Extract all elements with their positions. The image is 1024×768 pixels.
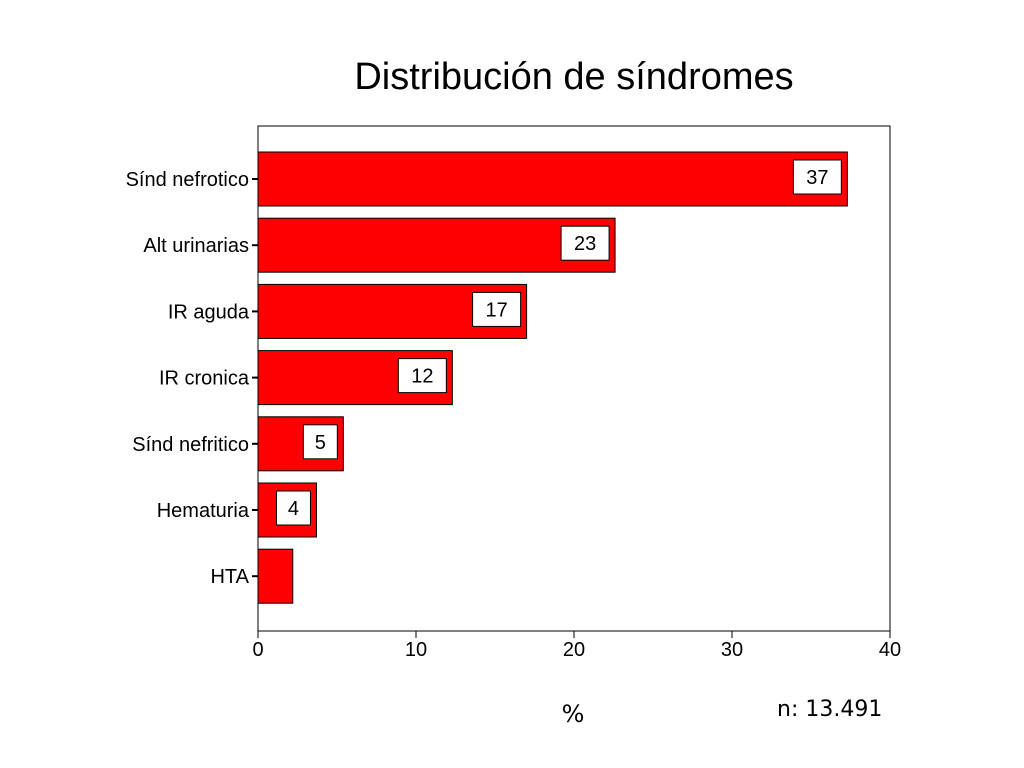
bar: [257, 151, 848, 207]
chart-title: Distribución de síndromes: [354, 56, 794, 98]
data-label: 37: [806, 167, 828, 189]
data-label: 23: [574, 233, 596, 255]
data-label-box: [472, 291, 522, 327]
category-label: Sínd nefritico: [132, 434, 249, 456]
data-label: 12: [411, 366, 433, 388]
data-label-box: [560, 225, 610, 261]
x-tick-label: 10: [405, 639, 427, 661]
bar: [257, 548, 294, 604]
bar: [257, 217, 616, 273]
sample-size-annotation: n: 13.491: [777, 697, 883, 722]
data-label-box: [275, 490, 311, 526]
data-label: 17: [485, 299, 507, 321]
bars-layer: 37 23 17 12 5 4: [257, 151, 848, 604]
x-axis: 0 10 20 30 40: [252, 631, 901, 661]
category-label: HTA: [210, 566, 249, 588]
data-label: 5: [315, 432, 326, 454]
category-label: Sínd nefrotico: [126, 169, 249, 191]
category-label: Hematuria: [157, 500, 250, 522]
x-tick-label: 20: [563, 639, 585, 661]
category-label: IR aguda: [168, 301, 250, 323]
data-label-box: [302, 424, 338, 460]
category-label: IR cronica: [159, 368, 250, 390]
x-tick-label: 0: [252, 639, 263, 661]
x-tick-label: 40: [879, 639, 901, 661]
x-tick-label: 30: [721, 639, 743, 661]
data-label: 4: [288, 498, 299, 520]
category-label: Alt urinarias: [143, 235, 249, 257]
x-axis-label: %: [561, 700, 585, 728]
data-label-box: [397, 358, 447, 394]
y-axis: Sínd nefrotico Alt urinarias IR aguda IR cr…: [126, 169, 258, 588]
data-label-box: [792, 159, 842, 195]
